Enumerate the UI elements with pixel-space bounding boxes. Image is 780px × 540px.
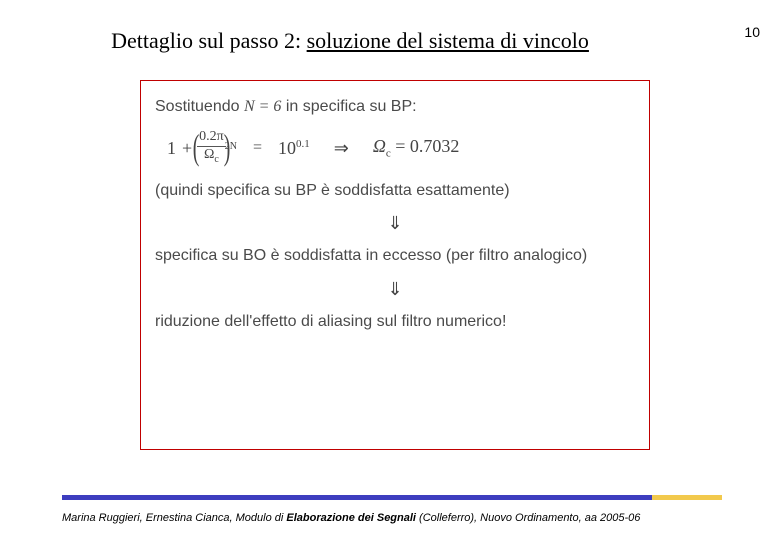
down-arrow-1: ⇓ — [155, 210, 635, 236]
eq-result: Ωc = 0.7032 — [373, 133, 460, 163]
footer-bar-blue — [62, 495, 652, 500]
frac-den: Ωc — [202, 148, 221, 165]
eq-sign: = — [253, 136, 262, 159]
result-omega: Ω — [373, 136, 386, 156]
rhs-base: 10 — [278, 138, 296, 158]
frac-num: 0.2π — [197, 130, 226, 145]
para-bp-exact: (quindi specifica su BP è soddisfatta es… — [155, 179, 635, 202]
eq-rhs: 100.1 — [278, 135, 310, 161]
page-number: 10 — [744, 24, 760, 40]
down-arrow-2: ⇓ — [155, 276, 635, 302]
paren-right: ) — [223, 131, 230, 163]
line1-b: in specifica su BP: — [281, 98, 416, 115]
footer-bar — [62, 495, 722, 500]
result-val: = 0.7032 — [391, 136, 460, 156]
line1-a: Sostituendo — [155, 98, 244, 115]
paren-left: ( — [193, 131, 200, 163]
footer-module: Elaborazione dei Segnali — [286, 512, 416, 524]
frac-den-sub: c — [214, 154, 218, 165]
footer-authors: Marina Ruggieri, Ernestina Cianca, Modul… — [62, 512, 286, 524]
line-substituting: Sostituendo N = 6 in specifica su BP: — [155, 95, 635, 118]
frac-den-sym: Ω — [204, 147, 214, 162]
rhs-exp: 0.1 — [296, 138, 310, 150]
eq-left: 1 + ( 0.2π Ωc ) 2N — [167, 130, 237, 165]
footer-rest: (Colleferro), Nuovo Ordinamento, aa 2005… — [416, 512, 640, 524]
eq-one: 1 — [167, 135, 176, 161]
eq-plus: + — [182, 135, 192, 161]
equation-row: 1 + ( 0.2π Ωc ) 2N = 100.1 ⇒ Ωc = 0.7032 — [167, 130, 635, 165]
title-plain: Dettaglio sul passo 2: — [111, 28, 307, 53]
content-box: Sostituendo N = 6 in specifica su BP: 1 … — [140, 80, 650, 450]
line1-math: N = 6 — [244, 98, 281, 115]
implies-icon: ⇒ — [334, 135, 349, 161]
para-aliasing: riduzione dell'effetto di aliasing sul f… — [155, 310, 635, 333]
fraction: 0.2π Ωc — [197, 130, 226, 165]
page-title: Dettaglio sul passo 2: soluzione del sis… — [0, 28, 700, 54]
footer-bar-yellow — [652, 495, 722, 500]
footer-text: Marina Ruggieri, Ernestina Cianca, Modul… — [62, 512, 640, 524]
para-bo-excess: specifica su BO è soddisfatta in eccesso… — [155, 244, 635, 267]
title-underlined: soluzione del sistema di vincolo — [307, 28, 589, 53]
